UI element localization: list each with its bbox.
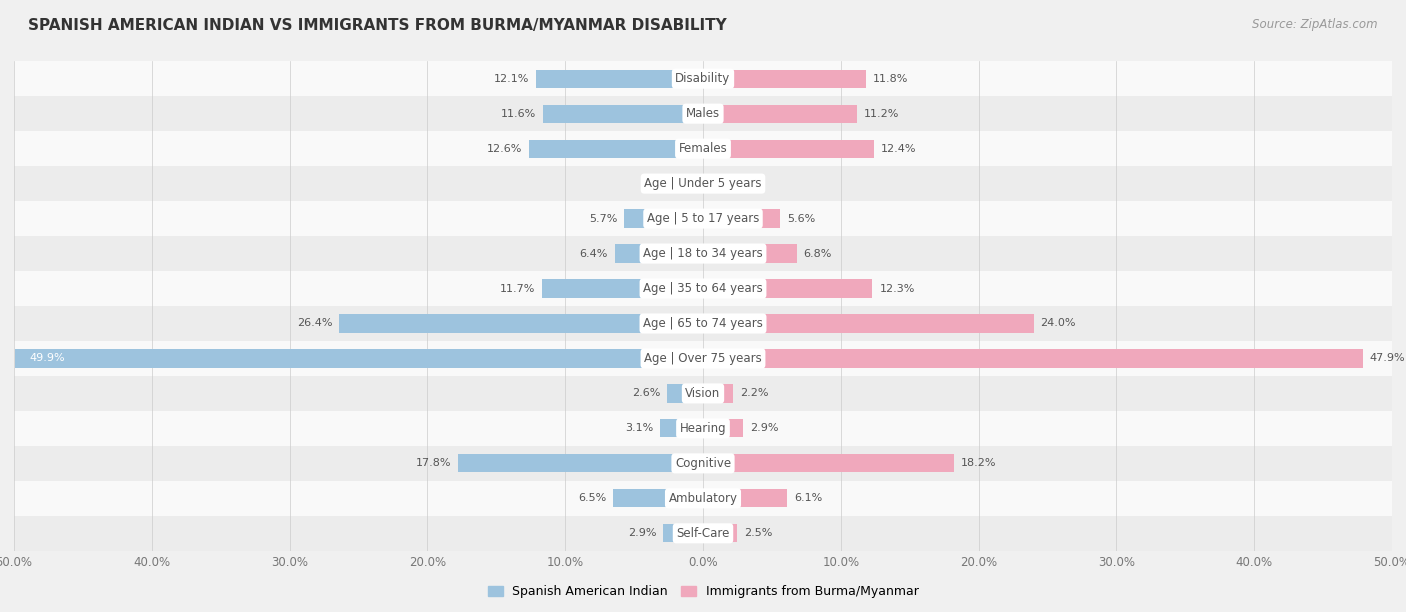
Bar	[530, 140, 703, 158]
Bar	[703, 174, 718, 193]
Text: 1.3%: 1.3%	[650, 179, 678, 188]
Text: 47.9%: 47.9%	[1369, 354, 1406, 364]
Bar	[703, 209, 780, 228]
Bar	[14, 306, 1392, 341]
Bar	[685, 174, 703, 193]
Bar	[14, 166, 1392, 201]
Text: 5.7%: 5.7%	[589, 214, 617, 223]
Text: 2.5%: 2.5%	[744, 528, 773, 539]
Bar	[14, 236, 1392, 271]
Bar	[15, 349, 703, 368]
Text: 12.1%: 12.1%	[494, 73, 530, 84]
Bar	[703, 315, 1033, 332]
Text: 24.0%: 24.0%	[1040, 318, 1076, 329]
Text: 2.9%: 2.9%	[627, 528, 657, 539]
Bar	[703, 419, 742, 438]
Text: Age | 35 to 64 years: Age | 35 to 64 years	[643, 282, 763, 295]
Bar	[703, 140, 875, 158]
Bar	[14, 271, 1392, 306]
Bar	[703, 105, 858, 123]
Bar	[14, 61, 1392, 96]
Text: Ambulatory: Ambulatory	[668, 492, 738, 505]
Text: Disability: Disability	[675, 72, 731, 85]
Text: 49.9%: 49.9%	[30, 354, 65, 364]
Bar	[661, 419, 703, 438]
Text: Females: Females	[679, 142, 727, 155]
Bar	[664, 524, 703, 542]
Bar	[703, 454, 953, 472]
Text: Hearing: Hearing	[679, 422, 727, 435]
Bar	[14, 131, 1392, 166]
Text: 2.9%: 2.9%	[749, 424, 779, 433]
Bar	[541, 280, 703, 297]
Text: Age | 18 to 34 years: Age | 18 to 34 years	[643, 247, 763, 260]
Text: 5.6%: 5.6%	[787, 214, 815, 223]
Bar	[14, 481, 1392, 516]
Text: 3.1%: 3.1%	[626, 424, 654, 433]
Bar	[14, 376, 1392, 411]
Bar	[703, 384, 734, 403]
Text: 6.5%: 6.5%	[578, 493, 606, 503]
Bar	[614, 244, 703, 263]
Bar	[668, 384, 703, 403]
Text: 11.2%: 11.2%	[865, 109, 900, 119]
Text: 6.1%: 6.1%	[794, 493, 823, 503]
Bar	[14, 516, 1392, 551]
Bar	[339, 315, 703, 332]
Bar	[458, 454, 703, 472]
Bar	[536, 70, 703, 88]
Text: 1.1%: 1.1%	[725, 179, 754, 188]
Text: Age | 5 to 17 years: Age | 5 to 17 years	[647, 212, 759, 225]
Bar	[14, 96, 1392, 131]
Bar	[703, 524, 738, 542]
Bar	[613, 489, 703, 507]
Text: 11.6%: 11.6%	[501, 109, 536, 119]
Bar	[703, 489, 787, 507]
Text: 12.6%: 12.6%	[486, 144, 523, 154]
Text: 12.3%: 12.3%	[879, 283, 915, 294]
Bar	[703, 70, 866, 88]
Bar	[703, 244, 797, 263]
Legend: Spanish American Indian, Immigrants from Burma/Myanmar: Spanish American Indian, Immigrants from…	[482, 580, 924, 603]
Text: Age | Over 75 years: Age | Over 75 years	[644, 352, 762, 365]
Text: 2.2%: 2.2%	[740, 389, 769, 398]
Text: 12.4%: 12.4%	[880, 144, 917, 154]
Bar	[14, 201, 1392, 236]
Text: Source: ZipAtlas.com: Source: ZipAtlas.com	[1253, 18, 1378, 31]
Bar	[703, 280, 873, 297]
Text: 11.7%: 11.7%	[499, 283, 534, 294]
Text: 17.8%: 17.8%	[415, 458, 451, 468]
Bar	[543, 105, 703, 123]
Bar	[14, 411, 1392, 446]
Bar	[14, 446, 1392, 481]
Text: 18.2%: 18.2%	[960, 458, 997, 468]
Text: Age | 65 to 74 years: Age | 65 to 74 years	[643, 317, 763, 330]
Text: Self-Care: Self-Care	[676, 527, 730, 540]
Text: 2.6%: 2.6%	[631, 389, 661, 398]
Text: SPANISH AMERICAN INDIAN VS IMMIGRANTS FROM BURMA/MYANMAR DISABILITY: SPANISH AMERICAN INDIAN VS IMMIGRANTS FR…	[28, 18, 727, 34]
Text: Cognitive: Cognitive	[675, 457, 731, 470]
Text: 6.4%: 6.4%	[579, 248, 607, 258]
Text: Age | Under 5 years: Age | Under 5 years	[644, 177, 762, 190]
Text: 11.8%: 11.8%	[873, 73, 908, 84]
Bar	[14, 341, 1392, 376]
Bar	[624, 209, 703, 228]
Text: 26.4%: 26.4%	[297, 318, 332, 329]
Text: Males: Males	[686, 107, 720, 120]
Text: Vision: Vision	[685, 387, 721, 400]
Bar	[703, 349, 1362, 368]
Text: 6.8%: 6.8%	[804, 248, 832, 258]
